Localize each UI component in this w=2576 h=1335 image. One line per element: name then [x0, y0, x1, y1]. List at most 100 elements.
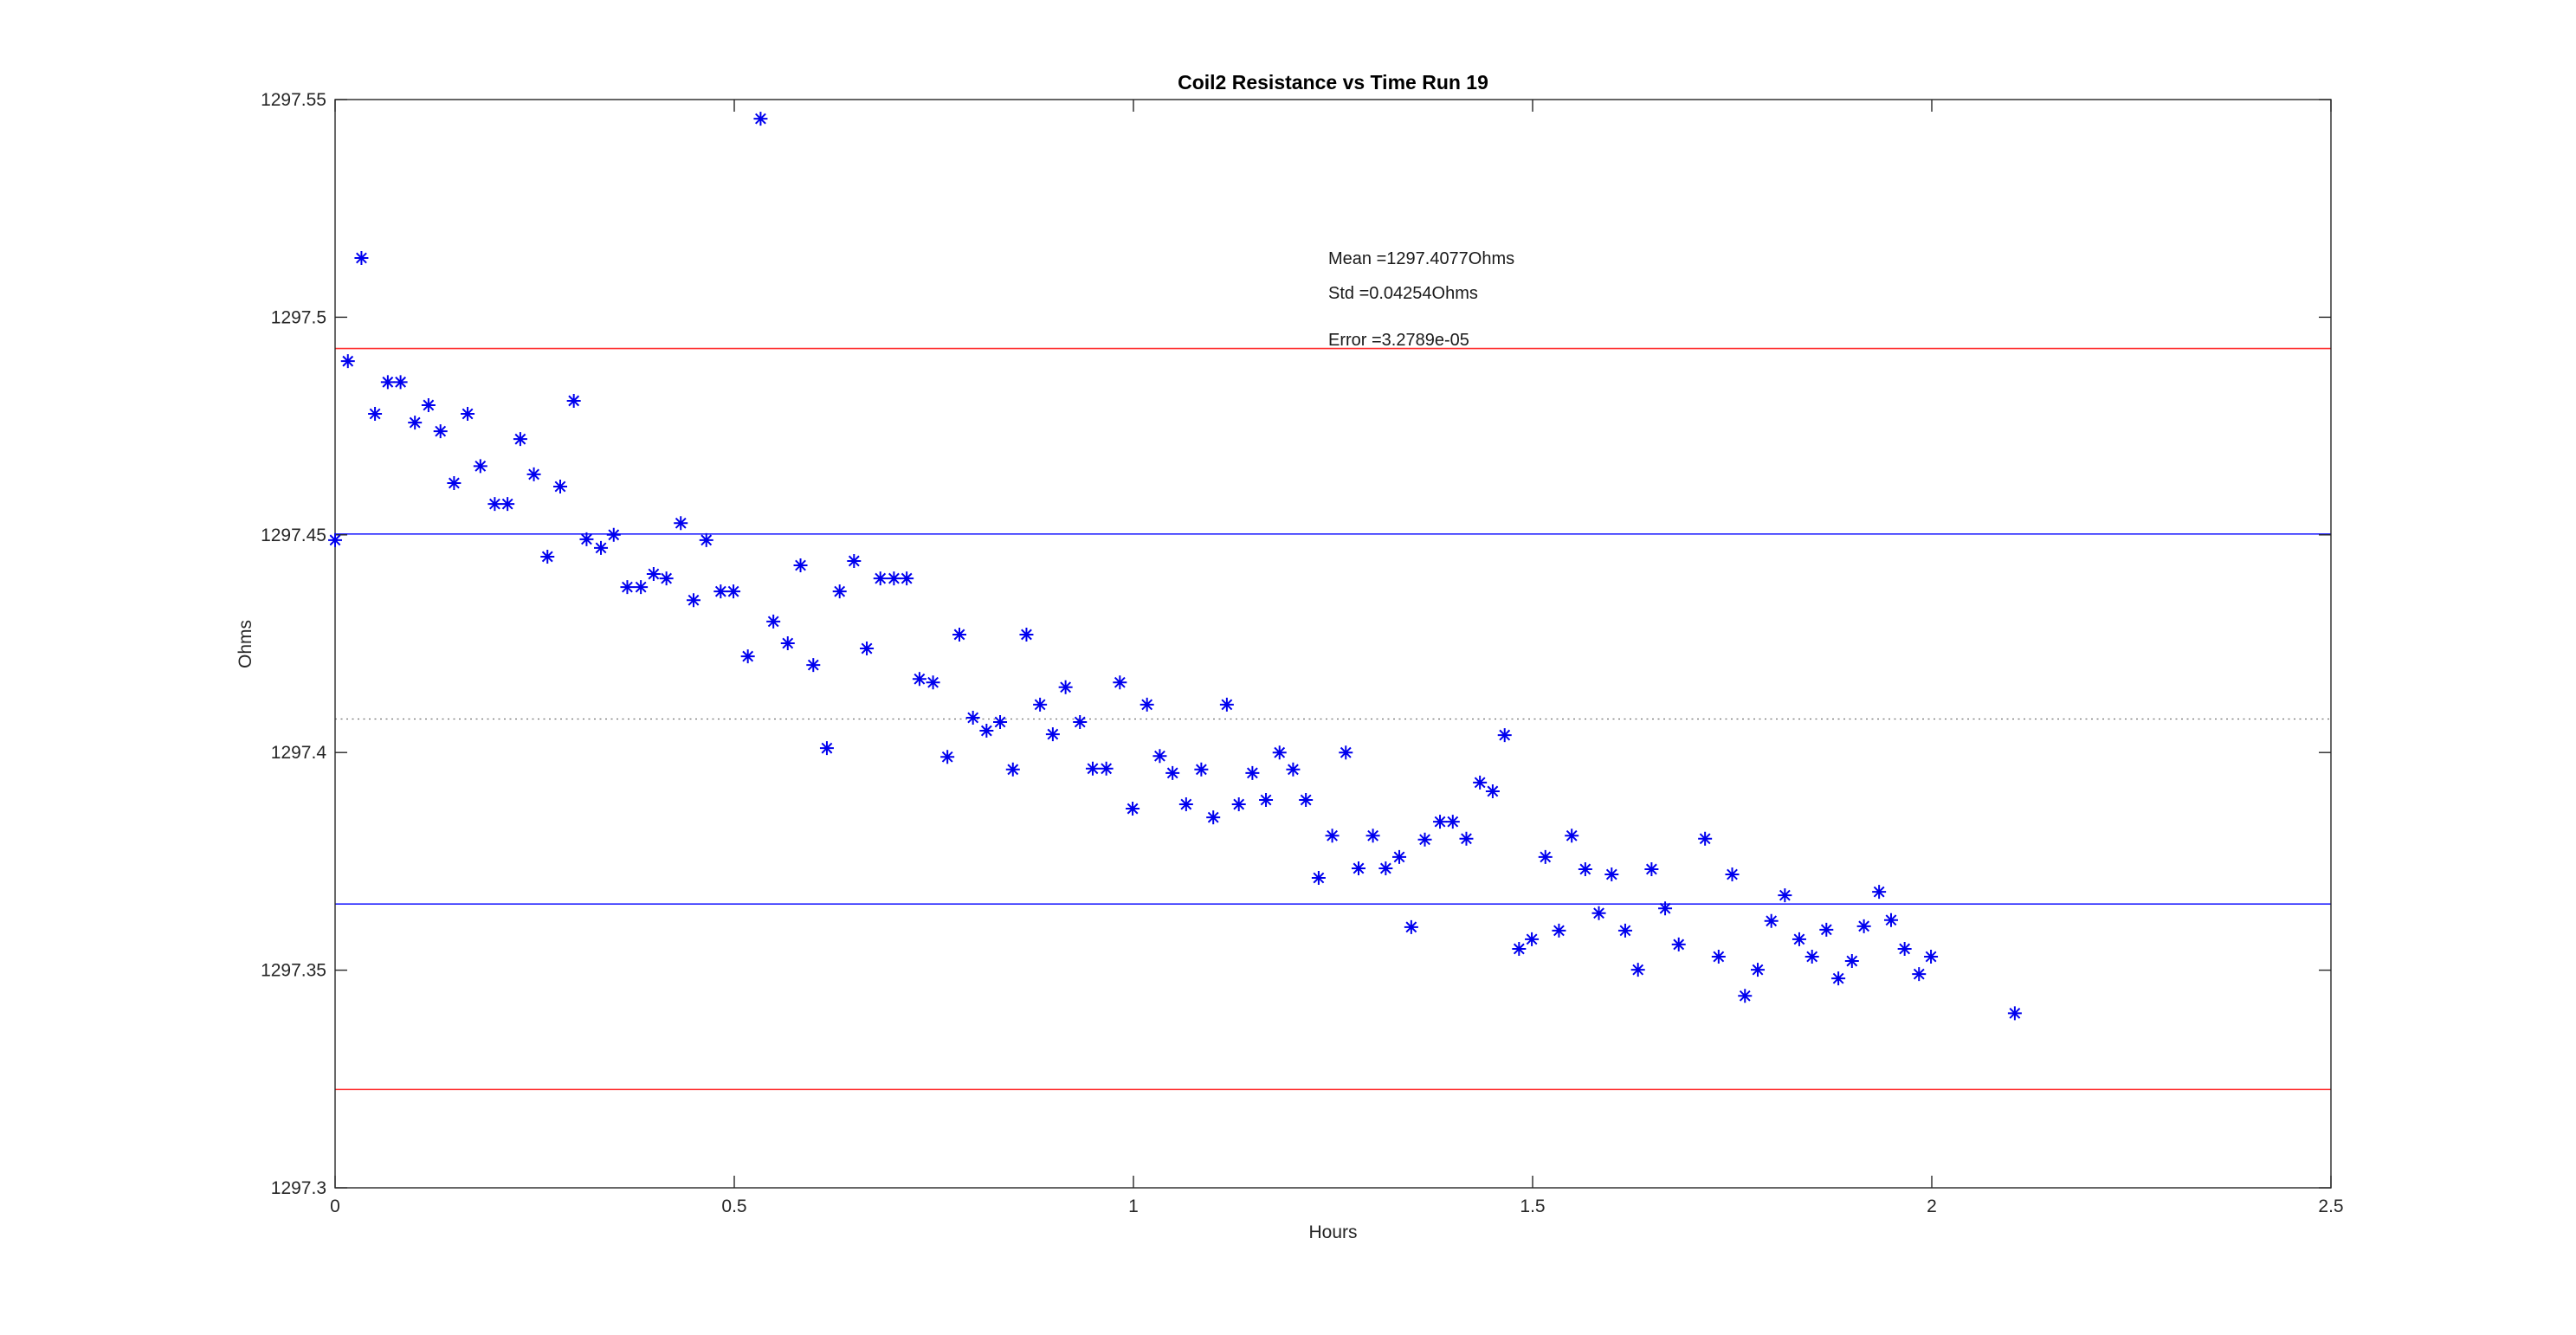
- data-point: [1512, 941, 1527, 956]
- data-point: [2007, 1006, 2022, 1021]
- data-point: [1019, 627, 1034, 642]
- data-point: [1194, 762, 1209, 777]
- data-point: [1286, 762, 1301, 777]
- data-point: [500, 497, 515, 512]
- data-point: [1417, 832, 1432, 847]
- data-point: [1604, 867, 1619, 881]
- chart-title: Coil2 Resistance vs Time Run 19: [1178, 71, 1488, 94]
- data-point: [408, 416, 423, 430]
- data-point: [461, 407, 475, 422]
- data-point: [1883, 913, 1898, 927]
- data-point: [1311, 871, 1326, 886]
- data-point: [1325, 829, 1340, 843]
- data-point: [780, 635, 795, 650]
- data-point: [1339, 745, 1353, 760]
- std-annotation: Std =0.04254Ohms: [1328, 284, 1478, 303]
- data-point: [1552, 923, 1566, 938]
- data-point: [646, 567, 661, 582]
- data-point: [540, 549, 555, 564]
- data-point: [819, 741, 834, 756]
- data-point: [328, 532, 342, 547]
- data-point: [579, 532, 594, 546]
- data-point: [1578, 861, 1592, 876]
- data-point: [873, 571, 888, 586]
- data-point: [1658, 901, 1673, 916]
- data-point: [1644, 861, 1659, 876]
- data-point: [433, 424, 448, 439]
- data-point: [659, 571, 674, 586]
- data-point: [447, 475, 462, 490]
- data-point: [1033, 697, 1048, 712]
- data-point: [1231, 797, 1246, 812]
- data-point: [1352, 861, 1365, 875]
- data-point: [1792, 932, 1806, 946]
- data-point: [1245, 765, 1260, 780]
- data-point: [1698, 831, 1713, 846]
- y-tick-label: 1297.5: [271, 307, 326, 327]
- data-point: [753, 112, 768, 126]
- data-point: [740, 649, 755, 664]
- data-point: [1671, 937, 1686, 951]
- data-point: [1378, 861, 1393, 875]
- data-point: [1844, 954, 1859, 969]
- data-point: [1538, 849, 1553, 864]
- data-point: [380, 375, 395, 390]
- data-point: [1831, 971, 1846, 986]
- data-point: [993, 715, 1008, 730]
- data-point: [1045, 727, 1060, 742]
- data-point: [473, 459, 487, 474]
- data-point: [1764, 913, 1779, 928]
- data-point: [686, 593, 700, 608]
- data-point: [832, 584, 847, 599]
- data-point: [1058, 680, 1073, 694]
- data-point: [1630, 963, 1645, 977]
- data-point: [340, 354, 355, 369]
- data-point: [926, 675, 940, 690]
- data-point: [1738, 989, 1753, 1003]
- data-point: [526, 467, 541, 481]
- data-point: [900, 571, 914, 586]
- data-point: [1299, 793, 1314, 808]
- data-point: [806, 658, 821, 673]
- data-point: [1924, 950, 1939, 964]
- data-point: [1126, 802, 1140, 816]
- data-point: [634, 580, 649, 595]
- x-tick-label: 2: [1927, 1196, 1937, 1216]
- data-point: [1591, 906, 1606, 920]
- data-point: [1433, 815, 1448, 829]
- y-tick-label: 1297.3: [271, 1178, 326, 1198]
- data-point: [1073, 715, 1088, 730]
- data-point: [766, 614, 781, 629]
- y-tick-label: 1297.55: [261, 90, 326, 110]
- data-point: [674, 516, 688, 531]
- data-point: [368, 407, 383, 422]
- mean-annotation: Mean =1297.4077Ohms: [1328, 249, 1515, 268]
- data-point: [1140, 697, 1154, 712]
- data-point: [1113, 675, 1127, 690]
- data-point: [1365, 829, 1380, 843]
- data-point: [1565, 829, 1579, 843]
- y-tick-label: 1297.35: [261, 961, 326, 981]
- data-point: [1445, 815, 1460, 829]
- data-point: [965, 710, 980, 725]
- data-point: [1525, 932, 1540, 946]
- data-point: [620, 580, 635, 595]
- data-point: [713, 584, 728, 599]
- data-point: [726, 584, 741, 599]
- data-point: [940, 750, 955, 764]
- x-tick-label: 0.5: [721, 1196, 746, 1216]
- data-point: [1751, 963, 1765, 977]
- data-point: [1099, 761, 1114, 776]
- data-point: [1819, 922, 1834, 937]
- data-point: [606, 527, 621, 542]
- data-point: [1219, 697, 1234, 712]
- data-point: [1152, 749, 1167, 764]
- data-point: [1804, 950, 1819, 964]
- data-point: [1485, 784, 1500, 798]
- data-point: [860, 642, 875, 656]
- data-point: [1778, 888, 1792, 903]
- data-point: [1206, 810, 1221, 825]
- std-error-annotation: Std =0.04254Ohms Error =3.2789e-05: [1328, 282, 1478, 352]
